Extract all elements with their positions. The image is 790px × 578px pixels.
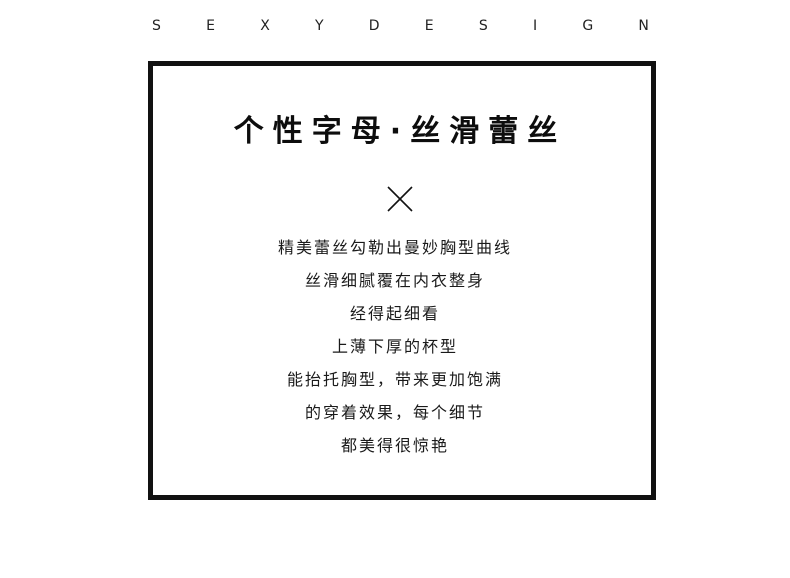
description-line: 能抬托胸型，带来更加饱满	[286, 370, 503, 389]
page-title: 个性字母·丝滑蕾丝	[233, 114, 567, 149]
brand-wordmark: S E X Y D E S I G N	[152, 17, 649, 35]
description-line: 都美得很惊艳	[340, 436, 449, 455]
brand-letter: D	[368, 18, 380, 34]
description-line: 精美蕾丝勾勒出曼妙胸型曲线	[277, 238, 512, 257]
brand-letter: Y	[315, 18, 324, 34]
brand-letter: N	[638, 18, 649, 34]
brand-letter: G	[582, 18, 594, 34]
description-line: 经得起细看	[349, 304, 440, 323]
content-frame	[148, 61, 656, 500]
brand-letter: E	[206, 18, 215, 34]
description-line: 上薄下厚的杯型	[331, 337, 458, 356]
brand-letter: S	[478, 18, 488, 34]
brand-letter: I	[532, 18, 538, 34]
description-line: 丝滑细腻覆在内衣整身	[304, 271, 485, 290]
description-line: 的穿着效果，每个细节	[304, 403, 485, 422]
description-text: 精美蕾丝勾勒出曼妙胸型曲线 丝滑细腻覆在内衣整身 经得起细看 上薄下厚的杯型 能…	[0, 233, 790, 464]
brand-letter: S	[152, 18, 161, 34]
brand-letter: E	[424, 18, 434, 34]
brand-letter: X	[260, 18, 270, 34]
x-cross-icon	[387, 186, 413, 212]
